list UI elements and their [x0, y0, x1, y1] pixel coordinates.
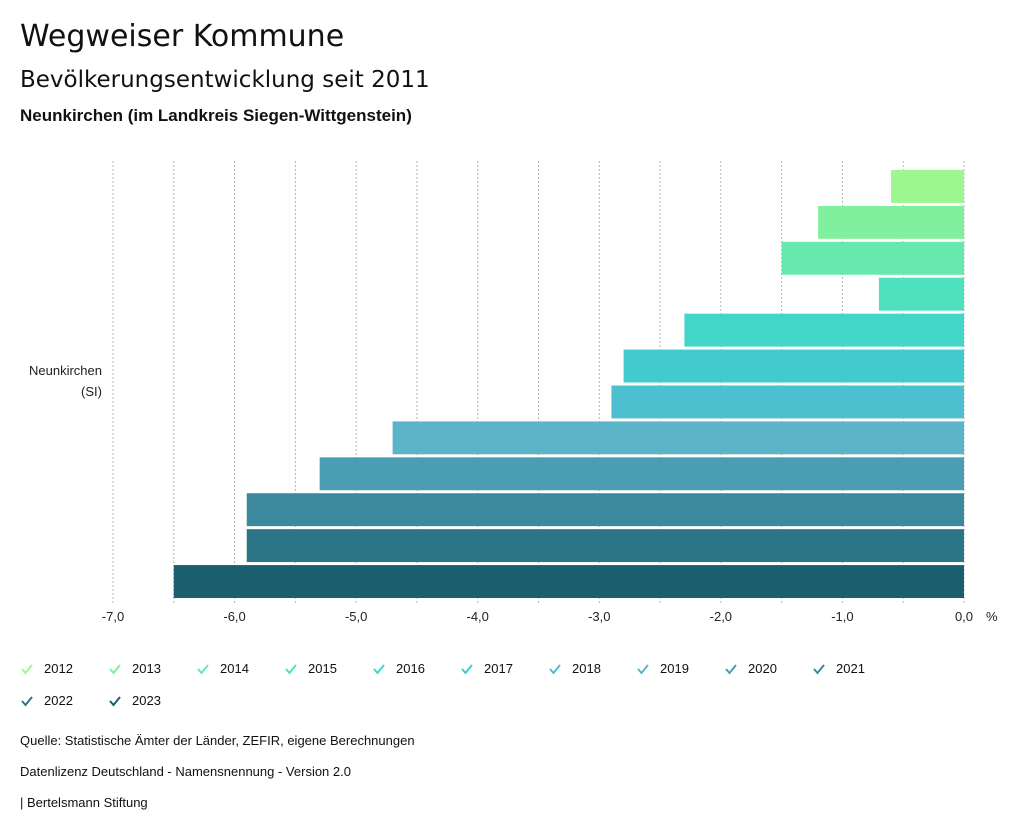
bar-2020	[319, 457, 965, 491]
x-axis-unit: %	[986, 609, 998, 624]
bar-2019	[392, 421, 965, 455]
category-label: (SI)	[81, 384, 102, 399]
bar-2015	[878, 277, 964, 311]
bar-2016	[684, 313, 964, 347]
legend-label: 2021	[836, 661, 865, 676]
legend-label: 2019	[660, 661, 689, 676]
page-subtitle: Bevölkerungsentwicklung seit 2011	[20, 67, 430, 93]
bar-chart: -7,0 -6,0 -5,0 -4,0 -3,0 -2,0 -1,0 0,0 % Neunkirc…	[29, 161, 998, 624]
page-title: Wegweiser Kommune	[20, 19, 345, 54]
legend-label: 2020	[748, 661, 777, 676]
legend-item-2021[interactable]: 2021	[812, 661, 865, 676]
legend-item-2018[interactable]: 2018	[548, 661, 601, 676]
bar-2022	[246, 529, 964, 563]
check-icon	[197, 663, 209, 675]
x-tick-label: -1,0	[831, 609, 853, 624]
legend-label: 2015	[308, 661, 337, 676]
legend-item-2019[interactable]: 2019	[636, 661, 689, 676]
x-tick-label: -3,0	[588, 609, 610, 624]
bar-2013	[818, 205, 964, 239]
legend-label: 2023	[132, 693, 161, 708]
bar-2017	[623, 349, 964, 383]
check-icon	[21, 663, 33, 675]
legend-item-2022[interactable]: 2022	[20, 693, 73, 708]
x-tick-label: 0,0	[955, 609, 973, 624]
legend-label: 2022	[44, 693, 73, 708]
bar-2018	[611, 385, 964, 419]
bar-2023	[173, 565, 965, 598]
legend-item-2020[interactable]: 2020	[724, 661, 777, 676]
region-heading: Neunkirchen (im Landkreis Siegen-Wittgen…	[20, 106, 412, 125]
bar-2014	[781, 241, 964, 275]
publisher-note: | Bertelsmann Stiftung	[20, 795, 148, 810]
check-icon	[21, 695, 33, 707]
legend-item-2017[interactable]: 2017	[460, 661, 513, 676]
legend-label: 2018	[572, 661, 601, 676]
check-icon	[109, 695, 121, 707]
license-note: Datenlizenz Deutschland - Namensnennung …	[20, 764, 351, 779]
bar-2012	[891, 170, 964, 203]
legend-label: 2014	[220, 661, 249, 676]
check-icon	[725, 663, 737, 675]
legend-label: 2012	[44, 661, 73, 676]
check-icon	[285, 663, 297, 675]
legend-item-2015[interactable]: 2015	[284, 661, 337, 676]
legend-item-2013[interactable]: 2013	[108, 661, 161, 676]
x-tick-label: -5,0	[345, 609, 367, 624]
bar-2021	[246, 493, 964, 527]
legend-item-2014[interactable]: 2014	[196, 661, 249, 676]
legend-label: 2013	[132, 661, 161, 676]
check-icon	[461, 663, 473, 675]
check-icon	[813, 663, 825, 675]
x-tick-label: -7,0	[102, 609, 124, 624]
legend-label: 2017	[484, 661, 513, 676]
check-icon	[373, 663, 385, 675]
category-label: Neunkirchen	[29, 363, 102, 378]
x-tick-label: -4,0	[467, 609, 489, 624]
check-icon	[109, 663, 121, 675]
legend-item-2016[interactable]: 2016	[372, 661, 425, 676]
source-note: Quelle: Statistische Ämter der Länder, Z…	[20, 733, 415, 748]
check-icon	[549, 663, 561, 675]
legend-label: 2016	[396, 661, 425, 676]
legend-item-2023[interactable]: 2023	[108, 693, 161, 708]
x-tick-label: -2,0	[710, 609, 732, 624]
legend-item-2012[interactable]: 2012	[20, 661, 73, 676]
x-tick-label: -6,0	[223, 609, 245, 624]
check-icon	[637, 663, 649, 675]
